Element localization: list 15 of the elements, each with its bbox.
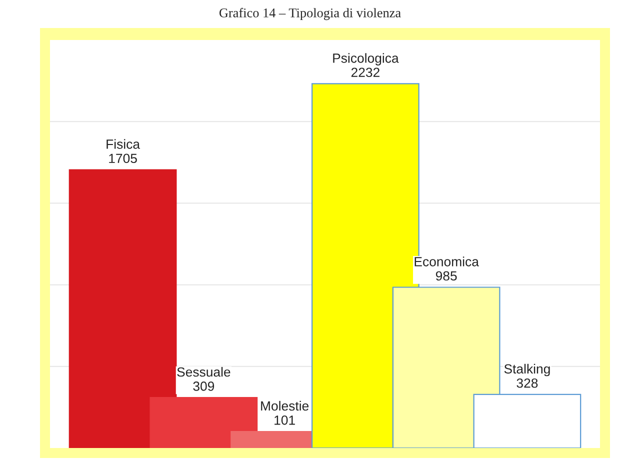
bar xyxy=(68,169,177,448)
data-label: 985 xyxy=(436,271,457,281)
x-tick-label: Stalking xyxy=(504,364,550,376)
x-tick-label: Sessuale xyxy=(177,366,230,377)
data-label: 101 xyxy=(274,415,295,425)
data-label: 2232 xyxy=(351,68,380,78)
x-tick-label: Psicologica xyxy=(333,53,399,66)
x-tick-label: Molestie xyxy=(261,400,309,411)
data-label: 1705 xyxy=(109,154,137,164)
x-tick-label: Economica xyxy=(414,256,479,266)
bar xyxy=(150,397,258,448)
x-tick-label: Fisica xyxy=(106,139,140,149)
chart-title: Grafico 14 – Tipologia di violenza xyxy=(219,8,401,20)
data-label: 328 xyxy=(516,378,538,388)
data-label: 309 xyxy=(193,382,214,391)
